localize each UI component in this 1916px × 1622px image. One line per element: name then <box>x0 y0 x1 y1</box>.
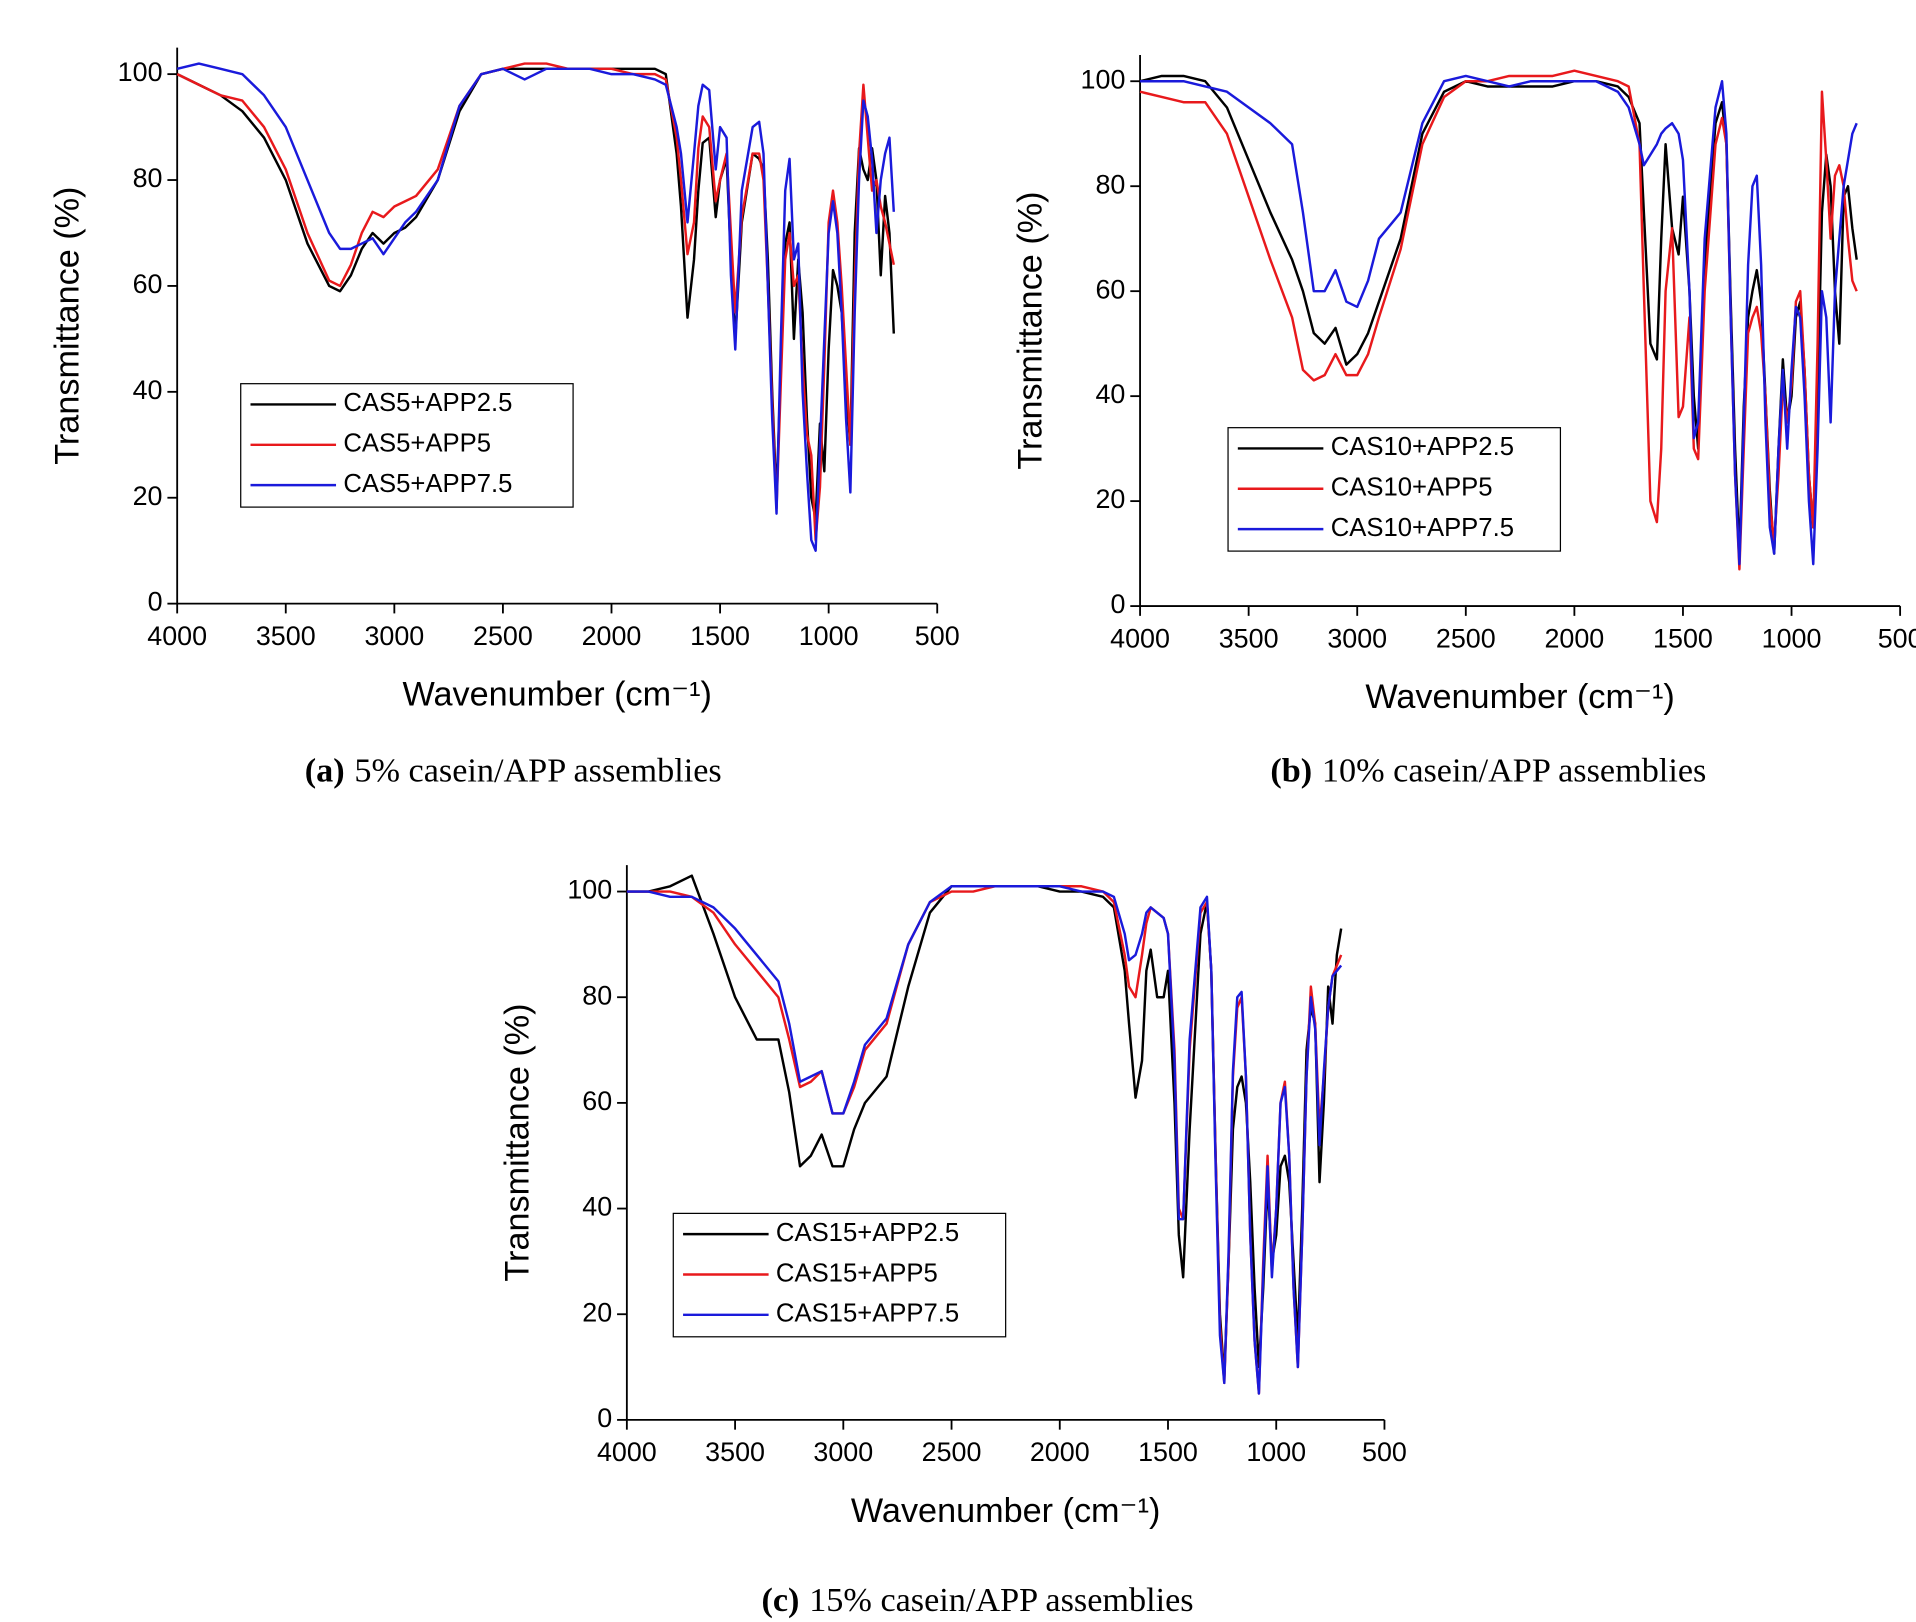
x-tick-label: 3500 <box>705 1437 765 1467</box>
legend-label: CAS15+APP7.5 <box>776 1300 959 1328</box>
y-tick-label: 0 <box>1110 589 1125 619</box>
caption-label: (c) <box>761 1582 799 1619</box>
y-tick-label: 100 <box>567 875 612 905</box>
x-tick-label: 1500 <box>690 621 750 651</box>
x-tick-label: 3000 <box>813 1437 873 1467</box>
legend: CAS10+APP2.5 CAS10+APP5 CAS10+APP7.5 <box>1227 427 1562 552</box>
x-tick-label: 3000 <box>364 621 424 651</box>
y-tick-label: 80 <box>582 980 612 1010</box>
caption: (c) 15% casein/APP assemblies <box>761 1582 1193 1619</box>
x-tick-label: 4000 <box>1110 623 1170 653</box>
y-tick-label: 60 <box>582 1086 612 1116</box>
legend-label: CAS10+APP7.5 <box>1331 514 1514 542</box>
y-axis-title: Transmittance (%) <box>498 1003 536 1281</box>
legend-label: CAS15+APP2.5 <box>776 1219 959 1247</box>
caption-text: 5% casein/APP assemblies <box>354 752 721 789</box>
legend-label: CAS10+APP5 <box>1331 474 1493 502</box>
y-tick-label: 60 <box>1095 274 1125 304</box>
y-tick-label: 80 <box>1095 169 1125 199</box>
x-tick-label: 500 <box>1362 1437 1407 1467</box>
spectrum-line <box>626 874 1343 1379</box>
y-tick-label: 100 <box>1081 64 1126 94</box>
x-axis-title: Wavenumber (cm⁻¹) <box>402 676 711 714</box>
spectrum-line <box>176 62 895 542</box>
x-tick-label: 3500 <box>256 621 316 651</box>
legend: CAS15+APP2.5 CAS15+APP5 CAS15+APP7.5 <box>672 1212 1007 1338</box>
spectrum-line <box>1140 74 1858 566</box>
x-tick-label: 4000 <box>597 1437 657 1467</box>
caption: (a) 5% casein/APP assemblies <box>305 752 722 789</box>
x-tick-label: 1000 <box>1246 1437 1306 1467</box>
y-tick-label: 20 <box>582 1297 612 1327</box>
x-tick-label: 1000 <box>1762 623 1822 653</box>
legend-label: CAS5+APP5 <box>343 430 491 458</box>
x-axis-title: Wavenumber (cm⁻¹) <box>851 1492 1160 1530</box>
spectrum-line <box>626 885 1343 1395</box>
x-tick-label: 500 <box>915 621 960 651</box>
x-tick-label: 3000 <box>1327 623 1387 653</box>
caption-text: 10% casein/APP assemblies <box>1322 752 1706 789</box>
y-tick-label: 60 <box>133 269 163 299</box>
legend-label: CAS10+APP2.5 <box>1331 433 1514 461</box>
subplot: 4000 3500 3000 2500 2000 1500 1000 500 0 20 40 60 80… <box>498 865 1407 1619</box>
x-tick-label: 1500 <box>1138 1437 1198 1467</box>
y-tick-label: 0 <box>148 587 163 617</box>
x-tick-label: 2000 <box>1544 623 1604 653</box>
subplot: 4000 3500 3000 2500 2000 1500 1000 500 0 20 40 60 80… <box>49 47 960 789</box>
y-tick-label: 20 <box>133 481 163 511</box>
y-tick-label: 40 <box>133 375 163 405</box>
y-tick-label: 80 <box>133 163 163 193</box>
x-tick-label: 4000 <box>147 621 207 651</box>
x-tick-label: 2000 <box>1030 1437 1090 1467</box>
x-tick-label: 2500 <box>473 621 533 651</box>
legend-label: CAS15+APP5 <box>776 1259 938 1287</box>
x-tick-label: 2000 <box>582 621 642 651</box>
x-tick-label: 2500 <box>922 1437 982 1467</box>
legend-label: CAS5+APP7.5 <box>343 470 512 498</box>
spectrum-line <box>1139 69 1858 571</box>
x-tick-label: 1000 <box>799 621 859 651</box>
y-tick-label: 20 <box>1095 484 1125 514</box>
x-tick-label: 3500 <box>1219 623 1279 653</box>
caption-label: (b) <box>1270 752 1312 789</box>
spectrum-line <box>176 62 896 552</box>
legend-label: CAS5+APP2.5 <box>343 389 512 417</box>
y-tick-label: 0 <box>597 1403 612 1433</box>
x-tick-label: 1500 <box>1653 623 1713 653</box>
subplot: 4000 3500 3000 2500 2000 1500 1000 500 0 20 40 60 80… <box>1012 54 1916 789</box>
y-axis-title: Transmittance (%) <box>1012 191 1050 469</box>
x-tick-label: 500 <box>1878 623 1916 653</box>
caption-label: (a) <box>305 752 345 789</box>
x-axis-title: Wavenumber (cm⁻¹) <box>1365 678 1674 716</box>
caption: (b) 10% casein/APP assemblies <box>1270 752 1706 789</box>
y-tick-label: 40 <box>582 1192 612 1222</box>
y-tick-label: 100 <box>118 57 163 87</box>
legend: CAS5+APP2.5 CAS5+APP5 CAS5+APP7.5 <box>240 383 574 508</box>
y-tick-label: 40 <box>1095 379 1125 409</box>
x-tick-label: 2500 <box>1436 623 1496 653</box>
y-axis-title: Transmittance (%) <box>49 187 87 465</box>
caption-text: 15% casein/APP assemblies <box>809 1582 1193 1619</box>
